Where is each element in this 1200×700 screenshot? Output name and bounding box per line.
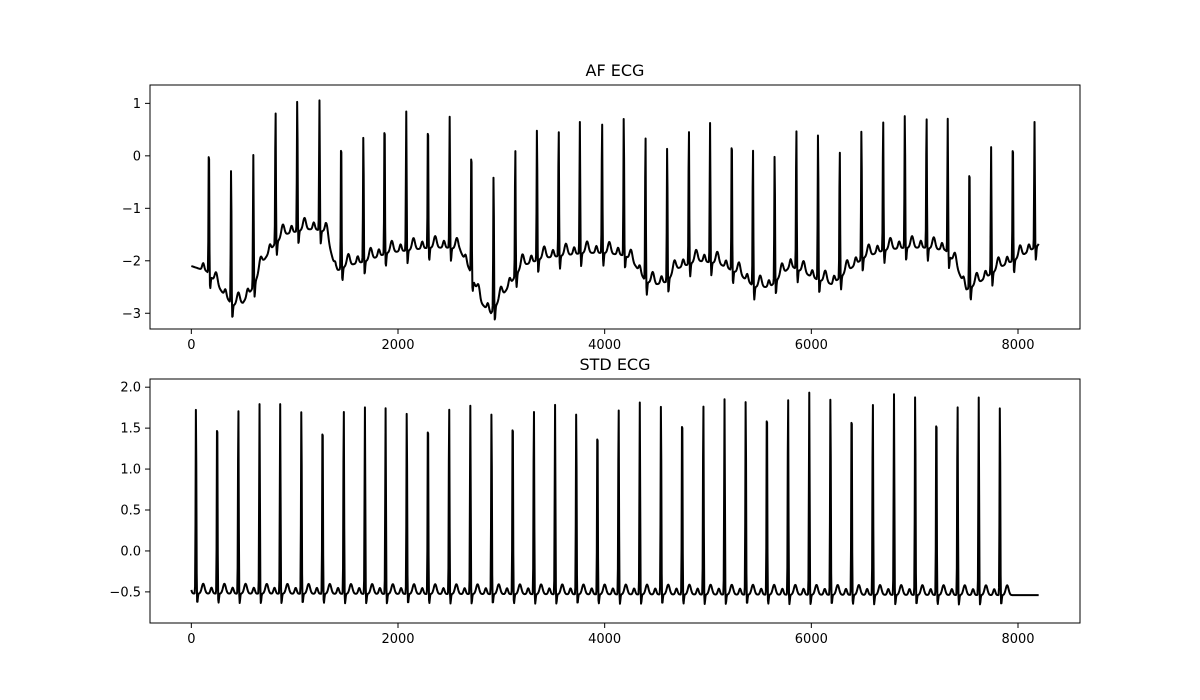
std-ecg-y-tick-label: 1.0	[120, 463, 141, 478]
std-ecg-axes-frame	[149, 378, 1081, 624]
std-ecg-title: STD ECG	[579, 355, 650, 374]
std-ecg-panel: 0 2000 4000 6000 8000 2.0 1.5 1.0 0.5 0.0 −0.5 STD …	[109, 355, 1081, 647]
std-ecg-y-tick-label: 0.0	[120, 544, 141, 559]
std-ecg-x-tick-label: 2000	[381, 632, 414, 647]
std-ecg-signal-line	[190, 391, 1040, 606]
af-ecg-x-tick-label: 4000	[588, 338, 621, 353]
std-ecg-x-tick-label: 6000	[795, 632, 828, 647]
af-ecg-y-tick-label: −2	[122, 254, 141, 269]
std-ecg-y-tick-label: 1.5	[120, 422, 141, 437]
std-ecg-y-tick-label: 2.0	[120, 381, 141, 396]
af-ecg-x-tick-label: 0	[187, 338, 195, 353]
af-ecg-y-tick-label: 0	[133, 149, 141, 164]
af-ecg-y-tick-label: −1	[122, 202, 141, 217]
af-ecg-panel: 0 2000 4000 6000 8000 1 0 −1 −2 −3 AF ECG	[122, 61, 1081, 353]
af-ecg-title: AF ECG	[586, 61, 645, 80]
af-ecg-y-tick-label: 1	[133, 97, 141, 112]
af-ecg-x-tick-label: 6000	[795, 338, 828, 353]
af-ecg-signal-line	[190, 99, 1040, 321]
af-ecg-x-tick-label: 2000	[381, 338, 414, 353]
std-ecg-x-tick-label: 4000	[588, 632, 621, 647]
std-ecg-y-tick-label: −0.5	[109, 585, 141, 600]
af-ecg-x-tick-label: 8000	[1001, 338, 1034, 353]
std-ecg-x-tick-label: 8000	[1001, 632, 1034, 647]
af-ecg-y-tick-label: −3	[122, 307, 141, 322]
std-ecg-x-tick-label: 0	[187, 632, 195, 647]
std-ecg-y-tick-label: 0.5	[120, 504, 141, 519]
af-ecg-axes-frame	[149, 84, 1081, 330]
